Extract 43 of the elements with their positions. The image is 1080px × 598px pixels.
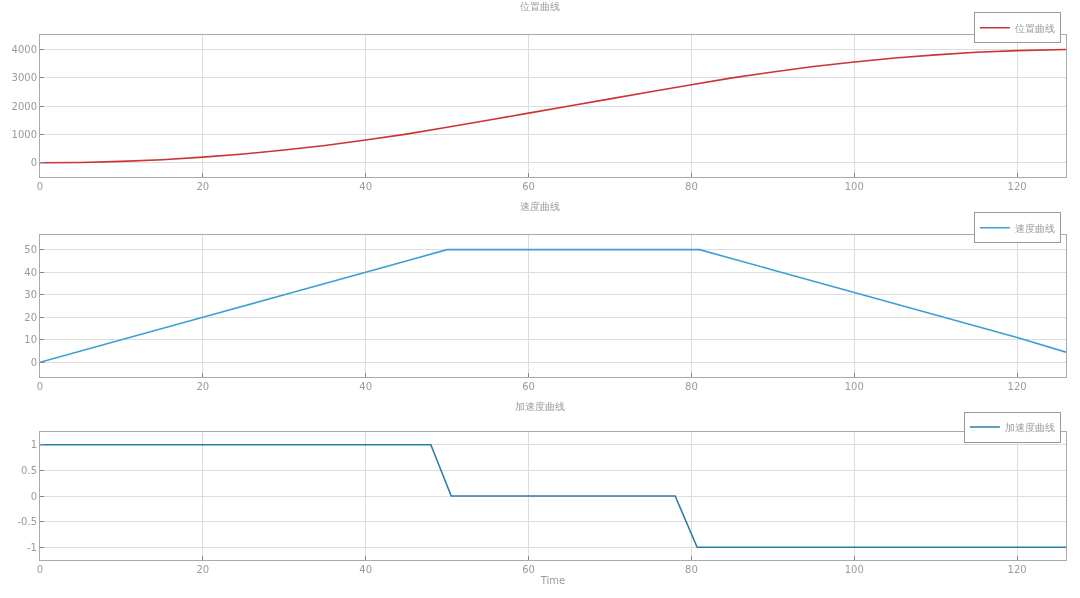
x-tick-label: 60 xyxy=(522,381,535,392)
line-series xyxy=(40,248,1066,364)
y-tick-label: 1000 xyxy=(11,128,37,140)
y-tick-label: 0 xyxy=(30,356,37,368)
x-tick-label: 120 xyxy=(1007,181,1027,192)
y-tick-label: -1 xyxy=(27,541,37,553)
line-series xyxy=(40,48,1066,164)
x-tick-label: 100 xyxy=(844,564,864,575)
y-tick-label: 30 xyxy=(24,289,37,301)
y-tick-label: 0 xyxy=(30,490,37,502)
x-tick-label: 80 xyxy=(685,181,698,192)
x-axis-title: Time xyxy=(539,574,566,586)
x-tick-label: 40 xyxy=(359,381,373,392)
x-tick-label: 100 xyxy=(844,181,864,192)
x-tick-label: 60 xyxy=(522,181,535,192)
y-tick-label: 2000 xyxy=(11,100,37,112)
x-tick-label: 20 xyxy=(196,381,210,392)
legend-label: 位置曲线 xyxy=(1014,22,1055,34)
x-tick-label: 20 xyxy=(196,564,210,575)
legend-label: 速度曲线 xyxy=(1014,222,1055,234)
x-tick-label: 20 xyxy=(196,181,210,192)
x-tick-label: 120 xyxy=(1007,381,1027,392)
y-tick-label: 3000 xyxy=(11,72,37,84)
x-tick-label: 40 xyxy=(359,564,373,575)
y-tick-label: 0 xyxy=(30,157,37,169)
y-tick-label: 20 xyxy=(24,311,37,323)
legend-label: 加速度曲线 xyxy=(1004,421,1055,433)
chart-title: 加速度曲线 xyxy=(515,400,565,412)
x-tick-label: 40 xyxy=(359,181,373,192)
y-tick-label: 0.5 xyxy=(21,464,37,476)
y-tick-label: 1 xyxy=(30,439,37,451)
x-tick-label: 80 xyxy=(685,564,698,575)
y-tick-label: 10 xyxy=(24,334,37,346)
x-tick-label: 60 xyxy=(522,564,535,575)
y-tick-label: 50 xyxy=(24,244,37,256)
chart-title: 位置曲线 xyxy=(520,1,560,12)
y-tick-label: 4000 xyxy=(11,43,37,55)
y-tick-label: -0.5 xyxy=(17,516,37,528)
chart-title: 速度曲线 xyxy=(520,201,560,212)
x-tick-label: 80 xyxy=(685,381,698,392)
x-tick-label: 100 xyxy=(844,381,864,392)
x-tick-label: 120 xyxy=(1007,564,1027,575)
y-tick-label: 40 xyxy=(24,266,37,278)
